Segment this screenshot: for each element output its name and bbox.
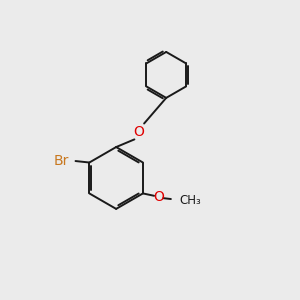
Text: CH₃: CH₃ <box>180 194 202 207</box>
Text: O: O <box>154 190 164 204</box>
Text: O: O <box>134 125 144 139</box>
Text: Br: Br <box>53 154 69 168</box>
